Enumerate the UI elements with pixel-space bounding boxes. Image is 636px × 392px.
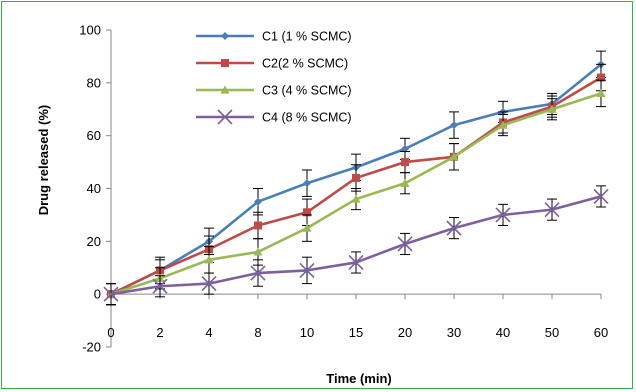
x-tick-label: 30: [447, 325, 461, 340]
data-point: [250, 265, 266, 281]
legend-marker: [217, 109, 233, 125]
y-tick-label: 80: [87, 75, 101, 90]
legend-label: C2(2 % SCMC): [262, 57, 348, 71]
data-point: [351, 194, 361, 203]
legend-marker: [220, 85, 230, 94]
data-point: [596, 88, 606, 97]
data-point: [449, 152, 459, 161]
x-tick-label: 4: [205, 325, 212, 340]
data-point: [103, 286, 119, 302]
y-tick-label: -20: [82, 340, 101, 355]
x-tick-label: 0: [107, 325, 114, 340]
legend-entry: C1 (1 % SCMC): [196, 30, 352, 44]
data-point: [303, 179, 311, 188]
data-point: [401, 144, 409, 153]
y-tick-label: 20: [87, 234, 101, 249]
axes: -20 0 20 40 60 80 100 0 2 4 8 10 15 20 30 40 50 60: [79, 23, 608, 355]
data-point: [201, 276, 217, 292]
x-tick-label: 60: [594, 325, 608, 340]
x-tick-label: 10: [300, 325, 314, 340]
data-point: [152, 278, 168, 294]
data-point: [204, 255, 214, 264]
data-point: [254, 221, 262, 230]
legend-label: C3 (4 % SCMC): [262, 84, 352, 98]
data-point: [498, 120, 508, 129]
series-4: [103, 185, 609, 306]
x-tick-label: 40: [496, 325, 510, 340]
data-point: [547, 104, 557, 113]
x-tick-label: 8: [254, 325, 261, 340]
data-point: [544, 202, 560, 218]
data-point: [401, 158, 409, 167]
legend-entry: C3 (4 % SCMC): [196, 84, 352, 98]
x-axis-title: Time (min): [326, 371, 392, 386]
data-point: [450, 121, 458, 130]
data-point: [446, 220, 462, 236]
y-tick-label: 0: [94, 287, 101, 302]
data-point: [593, 188, 609, 204]
series-line: [110, 195, 602, 296]
data-point: [254, 197, 262, 206]
data-point: [597, 73, 605, 82]
x-tick-label: 20: [398, 325, 412, 340]
data-point: [495, 207, 511, 223]
data-point: [303, 208, 311, 217]
x-tick-label: 50: [545, 325, 559, 340]
legend: C1 (1 % SCMC) C2(2 % SCMC) C3 (4 % SCMC) C4…: [196, 30, 352, 125]
legend-marker: [221, 32, 229, 40]
x-tick-label: 2: [156, 325, 163, 340]
y-axis-title: Drug released (%): [36, 105, 51, 216]
legend-entry: C2(2 % SCMC): [196, 57, 348, 71]
y-tick-label: 100: [79, 23, 101, 38]
data-point: [352, 173, 360, 182]
data-point: [302, 223, 312, 232]
data-point: [400, 178, 410, 187]
legend-label: C1 (1 % SCMC): [262, 30, 352, 44]
legend-label: C4 (8 % SCMC): [262, 111, 352, 125]
data-point: [348, 254, 364, 271]
y-tick-label: 40: [87, 181, 101, 196]
data-point: [397, 236, 413, 252]
data-point: [299, 262, 315, 278]
y-tick-label: 60: [87, 128, 101, 143]
legend-marker: [221, 59, 229, 67]
x-tick-label: 15: [349, 325, 363, 340]
data-point: [253, 247, 263, 256]
legend-entry: C4 (8 % SCMC): [196, 109, 352, 125]
series-layer: [103, 50, 609, 306]
